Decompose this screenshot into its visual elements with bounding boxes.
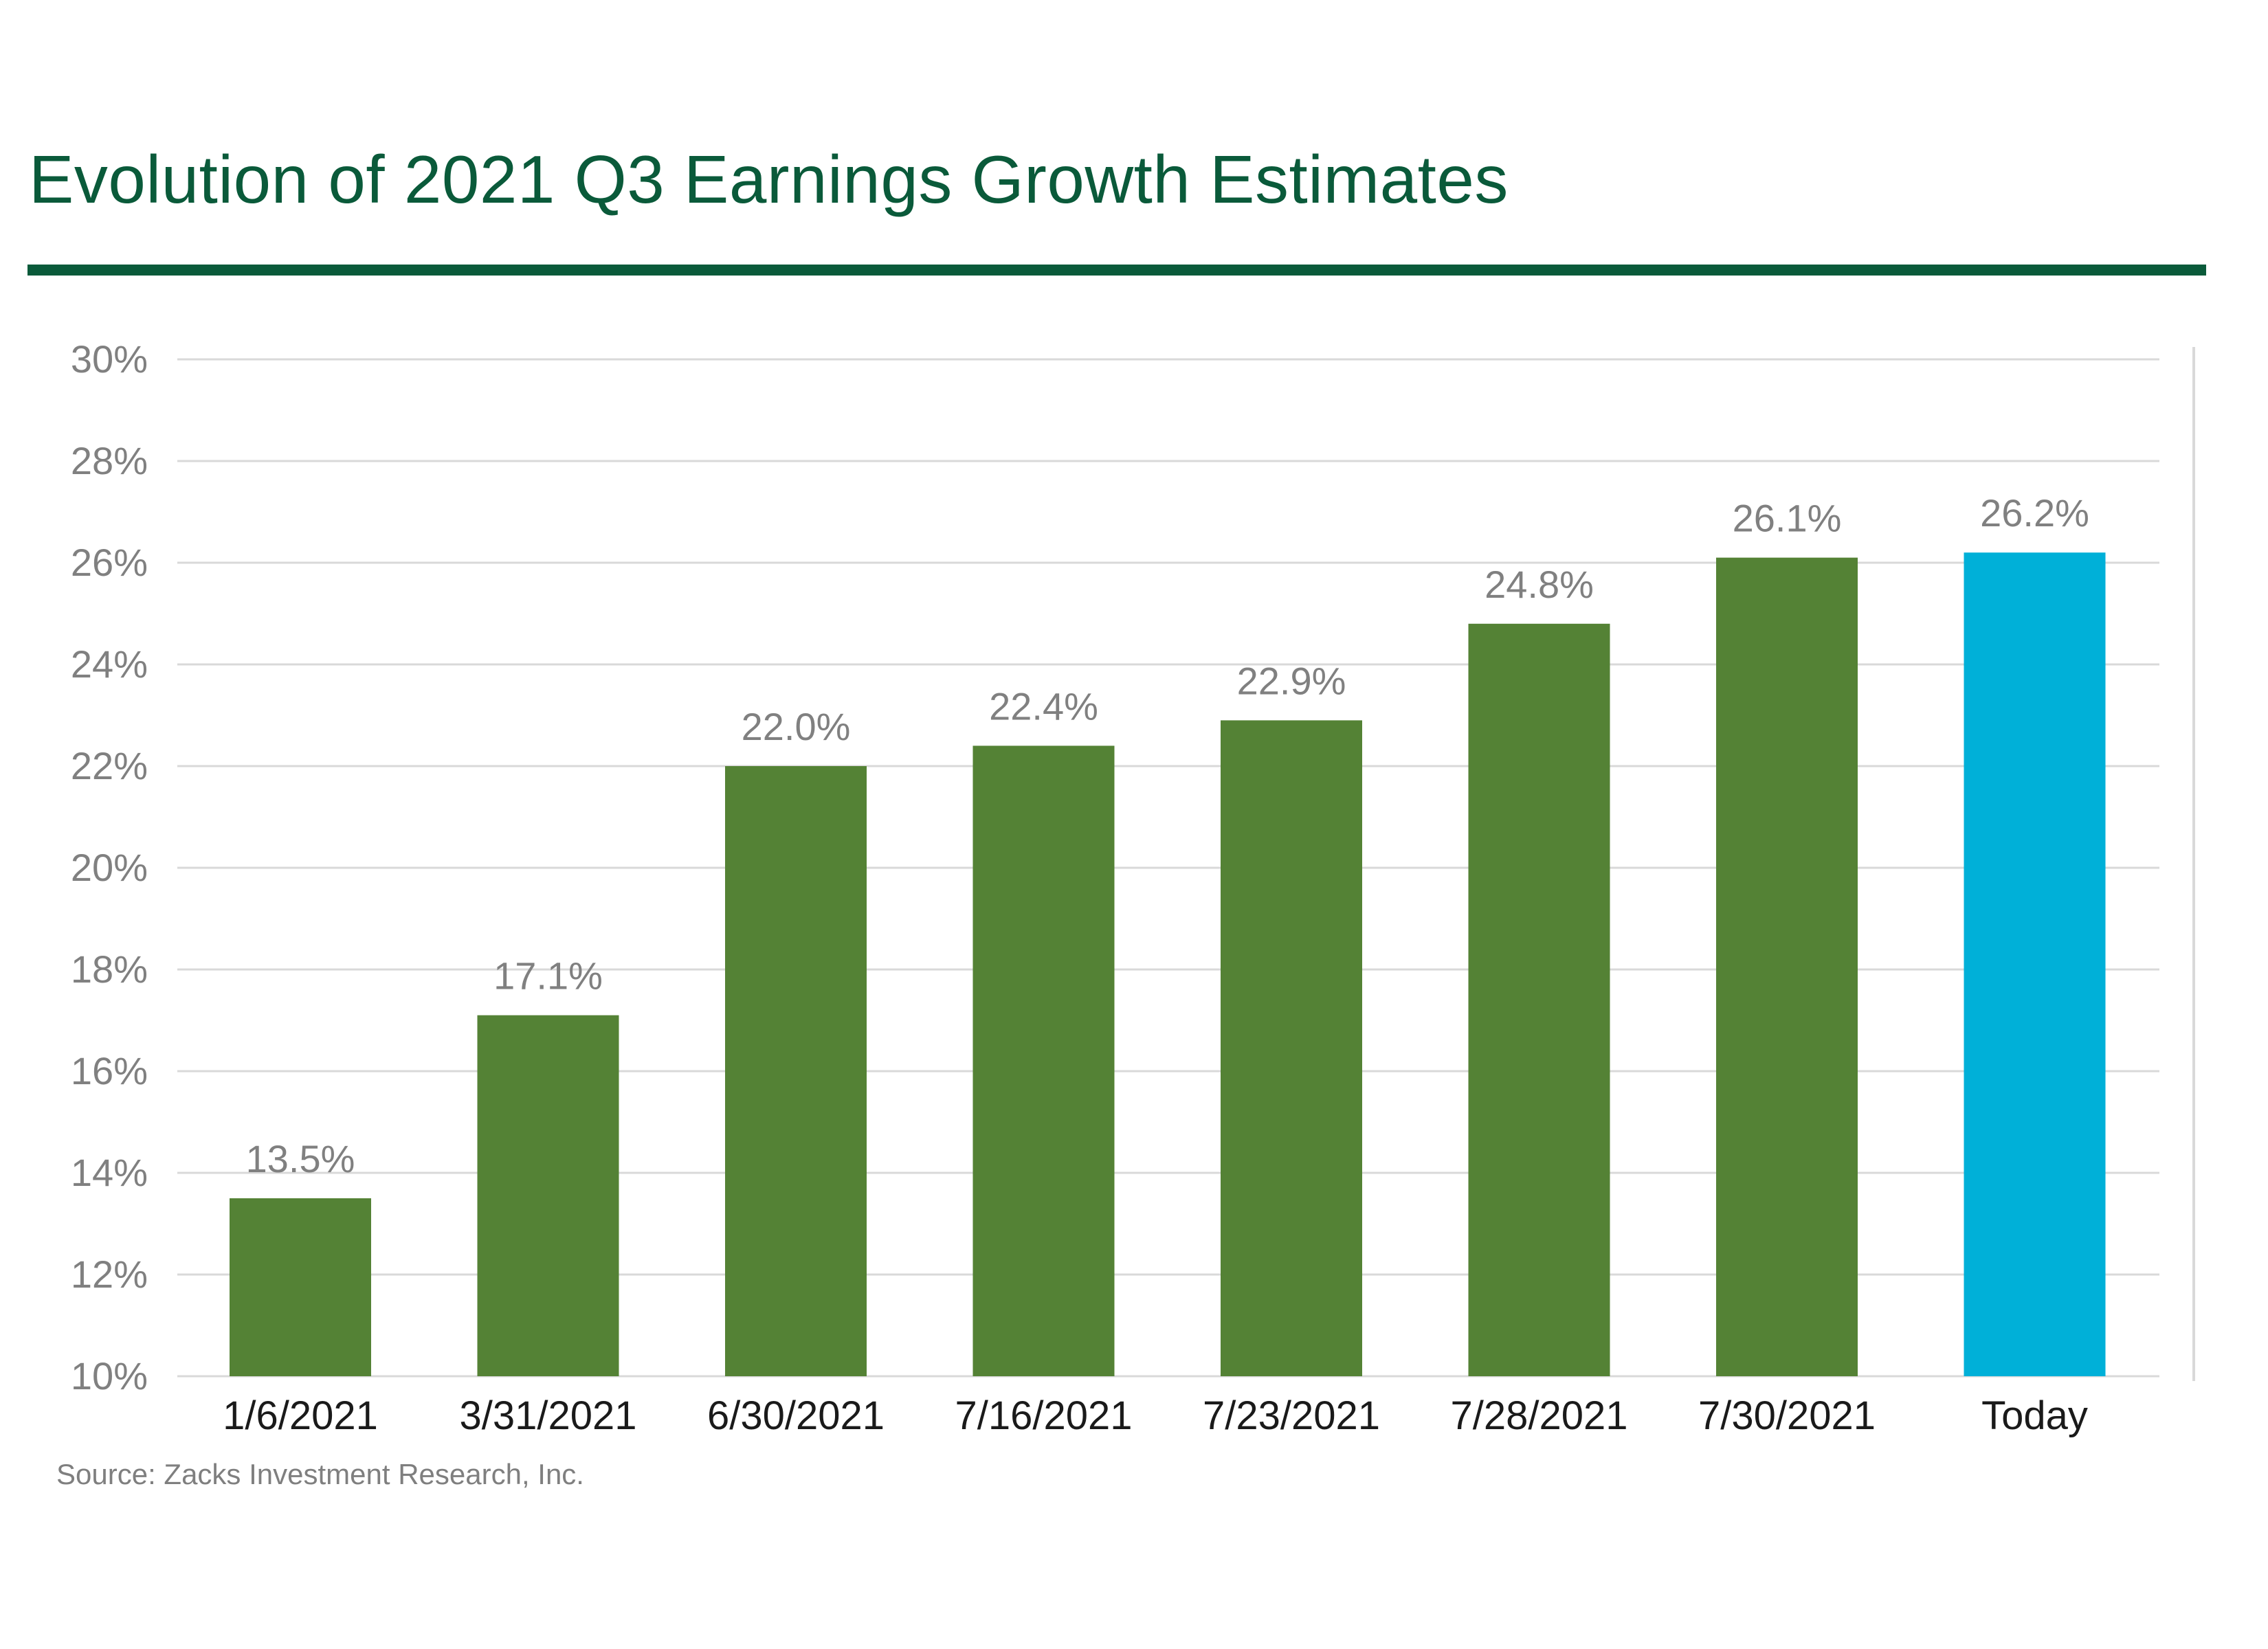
x-tick-label: 7/28/2021 [1450, 1393, 1627, 1438]
data-label: 22.0% [742, 705, 851, 748]
x-axis-tick-labels: 1/6/2021 3/31/2021 6/30/2021 7/16/2021 7/23/… [223, 1393, 2088, 1438]
y-tick-label: 24% [71, 642, 148, 686]
data-label: 26.1% [1733, 497, 1842, 540]
data-label: 17.1% [493, 954, 603, 998]
bars [230, 552, 2106, 1377]
bar [230, 1198, 371, 1376]
x-tick-label: 7/30/2021 [1698, 1393, 1876, 1438]
chart-title: Evolution of 2021 Q3 Earnings Growth Est… [29, 142, 1509, 217]
bar [477, 1015, 619, 1376]
bar [1221, 720, 1362, 1376]
bar [1964, 552, 2106, 1377]
y-tick-label: 28% [71, 439, 148, 482]
source-note: Source: Zacks Investment Research, Inc. [56, 1458, 584, 1490]
data-labels: 13.5% 17.1% 22.0% 22.4% 22.9% 24.8% 26.1% 26.2% [246, 491, 2089, 1180]
y-tick-label: 16% [71, 1049, 148, 1092]
bar [1468, 623, 1610, 1376]
y-tick-label: 14% [71, 1151, 148, 1194]
bar [972, 745, 1115, 1376]
bar [725, 766, 867, 1376]
x-tick-label: 7/23/2021 [1203, 1393, 1380, 1438]
title-underline [27, 265, 2206, 276]
gridlines [177, 358, 2159, 1378]
bar [1716, 557, 1858, 1376]
data-label: 26.2% [1980, 491, 2089, 535]
data-label: 22.9% [1237, 659, 1346, 702]
y-tick-label: 10% [71, 1354, 148, 1398]
y-axis-tick-labels: 10% 12% 14% 16% 18% 20% 22% 24% 26% 28% 30% [71, 337, 148, 1398]
data-label: 24.8% [1485, 563, 1594, 606]
x-tick-label: 6/30/2021 [707, 1393, 885, 1438]
y-tick-label: 20% [71, 846, 148, 889]
y-tick-label: 18% [71, 947, 148, 991]
y-tick-label: 30% [71, 337, 148, 381]
x-tick-label: 1/6/2021 [223, 1393, 378, 1438]
data-label: 22.4% [989, 684, 1098, 728]
data-label: 13.5% [246, 1137, 355, 1180]
y-tick-label: 12% [71, 1253, 148, 1296]
x-tick-label: 7/16/2021 [955, 1393, 1132, 1438]
y-tick-label: 22% [71, 744, 148, 787]
y-tick-label: 26% [71, 541, 148, 584]
x-tick-label: 3/31/2021 [459, 1393, 636, 1438]
x-tick-label: Today [1981, 1393, 2088, 1438]
